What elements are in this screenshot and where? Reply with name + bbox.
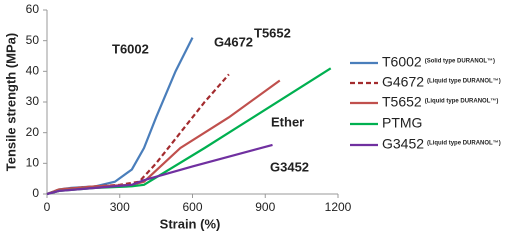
data-line <box>46 37 194 196</box>
y-tick-label: 60 <box>26 2 40 16</box>
legend-note: (Liquid type DURANOL™) <box>427 140 501 147</box>
x-tick-label: 1200 <box>325 200 352 214</box>
y-tick-label: 30 <box>26 94 40 108</box>
data-line <box>46 143 273 196</box>
y-tick-label: 10 <box>26 156 40 170</box>
legend-note: (Liquid type DURANOL™) <box>427 78 501 85</box>
legend-label: T5652 <box>382 94 422 110</box>
x-tick-label: 0 <box>44 200 51 214</box>
annotation: G4672 <box>214 34 253 49</box>
legend-note: (Liquid type DURANOL™) <box>425 98 499 105</box>
x-tick-label: 900 <box>255 200 275 214</box>
legend-note: (Solid type DURANOL™) <box>425 58 495 65</box>
data-line <box>46 67 332 196</box>
legend-label: G4672 <box>382 74 424 90</box>
legend-label: PTMG <box>382 115 422 131</box>
legend-label: T6002 <box>382 54 422 70</box>
y-tick-label: 20 <box>26 125 40 139</box>
chart: Strain (%) Tensile strength (MPa) 0 10 20 3… <box>3 2 501 231</box>
y-tick-label: 40 <box>26 64 40 78</box>
x-tick-label: 300 <box>110 200 130 214</box>
annotation: Ether <box>271 114 304 129</box>
annotation: T6002 <box>112 41 149 56</box>
x-tick-label: 600 <box>182 200 202 214</box>
annotation: G3452 <box>270 159 309 174</box>
legend-label: G3452 <box>382 136 424 152</box>
y-tick-label: 50 <box>26 33 40 47</box>
x-axis-title: Strain (%) <box>160 216 221 231</box>
y-tick-label: 0 <box>32 186 39 200</box>
annotation: T5652 <box>254 25 291 40</box>
y-axis-title: Tensile strength (MPa) <box>3 33 18 171</box>
